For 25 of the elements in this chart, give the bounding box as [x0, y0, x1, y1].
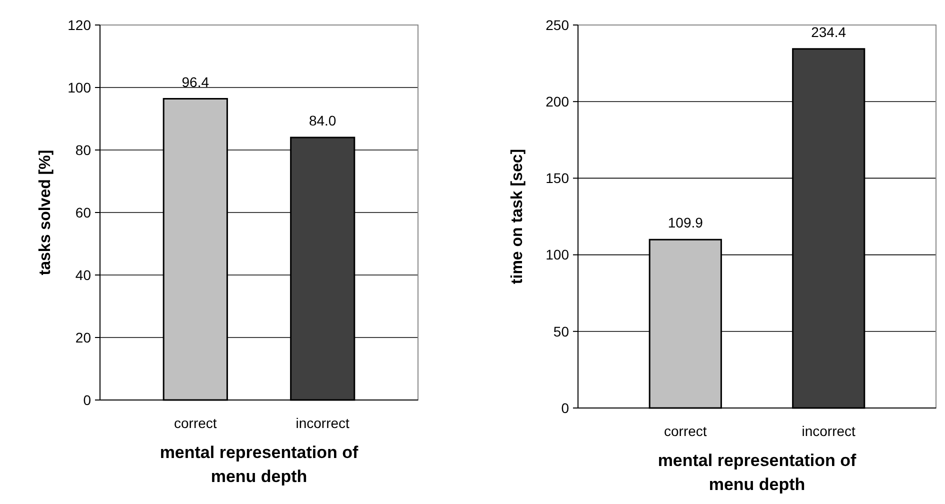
y-tick-label: 80 — [75, 142, 92, 158]
x-tick-label: incorrect — [296, 415, 350, 431]
y-tick-label: 50 — [553, 323, 570, 340]
y-tick-label: 0 — [561, 400, 570, 416]
x-axis-title: mental representation of menu depth — [658, 451, 857, 494]
y-tick-label: 40 — [75, 266, 92, 283]
x-tick-label: correct — [664, 423, 707, 439]
y-tick-label: 120 — [68, 16, 92, 33]
x-tick-label: incorrect — [802, 423, 856, 439]
y-tick-label: 60 — [75, 204, 92, 220]
data-label: 96.4 — [182, 74, 210, 90]
y-axis-title: tasks solved [%] — [37, 150, 54, 276]
y-tick-label: 0 — [83, 392, 92, 408]
y-axis-title: time on task [sec] — [509, 148, 526, 284]
y-tick-label: 100 — [546, 246, 570, 263]
y-tick-label: 250 — [546, 16, 570, 33]
data-label: 234.4 — [811, 24, 846, 40]
y-tick-label: 200 — [546, 94, 570, 110]
y-tick-label: 150 — [546, 170, 570, 186]
x-axis-title: mental representation of menu depth — [160, 443, 359, 486]
y-tick-label: 100 — [68, 79, 92, 96]
data-label: 109.9 — [668, 214, 704, 231]
x-tick-label: correct — [174, 415, 217, 431]
data-label: 84.0 — [308, 112, 336, 128]
y-tick-label: 20 — [75, 329, 92, 346]
